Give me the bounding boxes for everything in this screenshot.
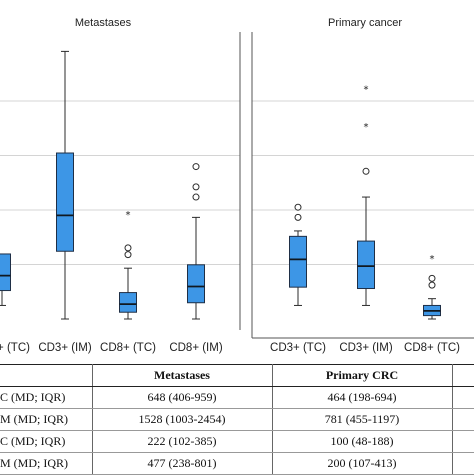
x-tick-label: CD3+ (IM) <box>339 342 393 354</box>
iqr-box <box>56 152 74 252</box>
row-label: C (MD; IQR) <box>0 386 93 409</box>
primary-box-2: ** <box>357 85 375 306</box>
x-tick-label: CD3+ (IM) <box>38 342 92 354</box>
table-header-row: Metastases Primary CRC <box>0 364 474 387</box>
primary-box-1 <box>289 203 307 306</box>
primary-value: 464 (198-694) <box>272 386 453 409</box>
iqr-box <box>357 240 375 290</box>
metastases-title: Metastases <box>75 17 132 29</box>
iqr-box <box>187 264 205 304</box>
outlier-point <box>124 251 132 259</box>
metastases-value: 477 (238-801) <box>92 452 273 475</box>
outlier-point <box>362 167 370 175</box>
outlier-point <box>428 274 436 282</box>
extreme-point: * <box>126 210 131 221</box>
iqr-box <box>0 253 11 292</box>
iqr-box <box>289 235 307 288</box>
extreme-point: * <box>430 254 435 265</box>
table-header-metastases: Metastases <box>92 364 273 387</box>
outlier-point <box>192 193 200 201</box>
table-header-extra <box>452 364 474 387</box>
x-tick-label: CD8+ (TC) <box>404 342 460 354</box>
extra-cell <box>452 452 474 475</box>
extra-cell <box>452 408 474 431</box>
extreme-point: * <box>364 85 369 96</box>
outlier-point <box>428 281 436 289</box>
primary-box-3: * <box>423 254 441 320</box>
table-header-blank <box>0 364 93 387</box>
table-row: C (MD; IQR) 648 (406-959) 464 (198-694) <box>0 386 474 409</box>
extreme-point: * <box>364 122 369 133</box>
metastases-value: 648 (406-959) <box>92 386 273 409</box>
outlier-point <box>124 244 132 252</box>
extra-cell <box>452 386 474 409</box>
x-tick-label: CD3+ (TC) <box>0 342 30 354</box>
summary-table: Metastases Primary CRC C (MD; IQR) 648 (… <box>0 364 474 475</box>
row-label: C (MD; IQR) <box>0 430 93 453</box>
row-label: M (MD; IQR) <box>0 452 93 475</box>
metastases-box-1 <box>0 253 11 306</box>
x-tick-label: CD3+ (TC) <box>270 342 326 354</box>
primary-cancer-title: Primary cancer <box>328 17 402 29</box>
metastases-panel: Metastases CD3+ (TC) CD3+ (IM) * CD8+ (TC) C… <box>0 17 241 354</box>
table-row: M (MD; IQR) 477 (238-801) 200 (107-413) <box>0 452 474 475</box>
metastases-value: 222 (102-385) <box>92 430 273 453</box>
primary-value: 781 (455-1197) <box>272 408 453 431</box>
x-tick-label: CD8+ (IM) <box>169 342 223 354</box>
primary-cancer-panel: Primary cancer CD3+ (TC)**CD3+ (IM)*CD8+… <box>251 17 474 354</box>
row-label: M (MD; IQR) <box>0 408 93 431</box>
outlier-point <box>294 203 302 211</box>
table-row: M (MD; IQR) 1528 (1003-2454) 781 (455-11… <box>0 408 474 431</box>
iqr-box <box>119 292 137 313</box>
x-tick-label: CD8+ (TC) <box>100 342 156 354</box>
boxplot-figure: Metastases CD3+ (TC) CD3+ (IM) * CD8+ (TC) C… <box>0 17 474 354</box>
metastases-box-2 <box>56 50 74 320</box>
outlier-point <box>192 183 200 191</box>
primary-value: 100 (48-188) <box>272 430 453 453</box>
outlier-point <box>294 213 302 221</box>
extra-cell <box>452 430 474 453</box>
primary-value: 200 (107-413) <box>272 452 453 475</box>
table-row: C (MD; IQR) 222 (102-385) 100 (48-188) <box>0 430 474 453</box>
metastases-value: 1528 (1003-2454) <box>92 408 273 431</box>
table-header-primary: Primary CRC <box>272 364 453 387</box>
outlier-point <box>192 163 200 171</box>
metastases-box-3: * <box>119 210 137 320</box>
metastases-box-4 <box>187 163 205 320</box>
